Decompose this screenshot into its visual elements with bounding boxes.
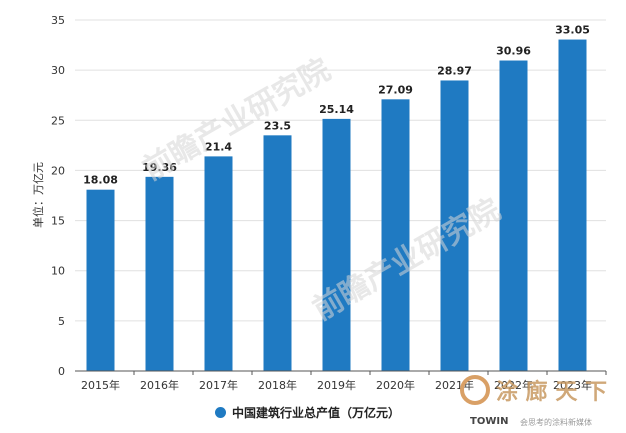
bar bbox=[322, 118, 351, 371]
x-tick-label: 2018年 bbox=[258, 378, 297, 392]
y-tick-label: 35 bbox=[51, 14, 65, 27]
x-tick-label: 2017年 bbox=[199, 378, 238, 392]
brand-watermark: 涂 廊 天 下 bbox=[460, 374, 607, 406]
x-tick-label: 2020年 bbox=[376, 378, 415, 392]
brand-name-en: TOWIN bbox=[470, 416, 509, 427]
brand-tagline: 会思考的涂料新媒体 bbox=[520, 418, 592, 427]
bar bbox=[86, 189, 115, 371]
bar-value-label: 19.36 bbox=[142, 161, 177, 174]
x-axis-ticks: 2015年 2016年 2017年 2018年 2019年 2020年 2021年 2022年… bbox=[81, 371, 607, 392]
x-tick-label: 2016年 bbox=[140, 378, 179, 392]
y-tick-label: 25 bbox=[51, 114, 65, 127]
x-tick-label: 2022年 bbox=[494, 378, 533, 392]
y-tick-label: 15 bbox=[51, 215, 65, 228]
bar-value-label: 30.96 bbox=[496, 45, 531, 58]
legend-label: 中国建筑行业总产值（万亿元） bbox=[232, 406, 401, 420]
data-labels: 18.08 19.36 21.4 23.5 25.14 27.09 28.97 30.96 33… bbox=[83, 24, 590, 187]
bar bbox=[440, 80, 469, 371]
legend-marker bbox=[215, 407, 226, 418]
bar-value-label: 27.09 bbox=[378, 83, 413, 96]
bar bbox=[558, 39, 587, 371]
bar-value-label: 23.5 bbox=[264, 119, 291, 132]
y-tick-label: 0 bbox=[58, 365, 65, 378]
x-tick-label: 2019年 bbox=[317, 378, 356, 392]
bar-value-label: 28.97 bbox=[437, 64, 472, 77]
y-axis-label: 单位：万亿元 bbox=[31, 162, 45, 228]
bars bbox=[86, 39, 587, 372]
y-tick-label: 5 bbox=[58, 315, 65, 328]
brand-logo-icon bbox=[460, 375, 490, 405]
x-tick-label: 2023年 bbox=[553, 378, 592, 392]
bar bbox=[204, 156, 233, 371]
bar-value-label: 21.4 bbox=[205, 140, 232, 153]
legend: 中国建筑行业总产值（万亿元） bbox=[215, 404, 400, 421]
bar bbox=[381, 99, 410, 372]
bar-value-label: 33.05 bbox=[555, 24, 590, 37]
x-tick-label: 2015年 bbox=[81, 378, 120, 392]
bar-value-label: 18.08 bbox=[83, 174, 118, 187]
bar-value-label: 25.14 bbox=[319, 103, 354, 116]
bar bbox=[263, 135, 292, 371]
y-tick-label: 10 bbox=[51, 265, 65, 278]
bar bbox=[145, 176, 174, 371]
brand-name: 涂 廊 天 下 bbox=[496, 379, 607, 405]
y-axis-ticks: 0 5 10 15 20 25 30 35 bbox=[51, 14, 65, 378]
y-tick-label: 20 bbox=[51, 164, 65, 177]
y-tick-label: 30 bbox=[51, 64, 65, 77]
bar bbox=[499, 60, 528, 371]
